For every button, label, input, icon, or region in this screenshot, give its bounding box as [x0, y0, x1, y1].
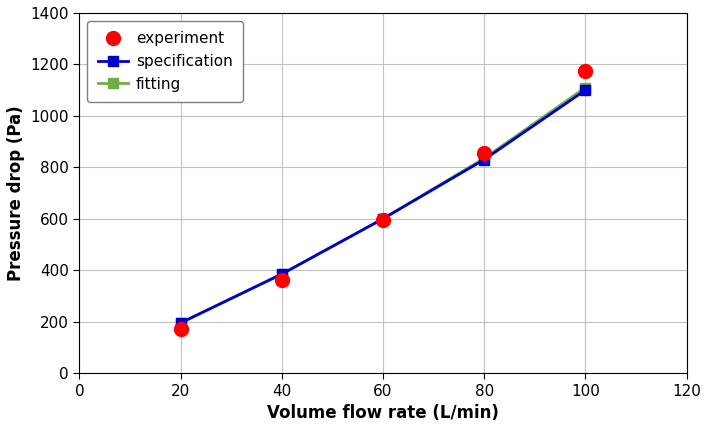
specification	[176, 320, 185, 326]
fitting	[379, 216, 387, 221]
Line: fitting: fitting	[176, 83, 590, 328]
experiment	[278, 278, 286, 283]
experiment	[379, 218, 387, 223]
specification	[480, 157, 489, 162]
Line: specification: specification	[176, 85, 590, 328]
Y-axis label: Pressure drop (Pa): Pressure drop (Pa)	[7, 105, 25, 281]
fitting	[480, 156, 489, 161]
fitting	[176, 320, 185, 326]
specification	[278, 272, 286, 277]
Line: experiment: experiment	[173, 64, 593, 336]
fitting	[278, 272, 286, 277]
specification	[379, 216, 387, 221]
Legend: experiment, specification, fitting: experiment, specification, fitting	[87, 21, 244, 102]
experiment	[176, 327, 185, 332]
specification	[581, 88, 590, 93]
X-axis label: Volume flow rate (L/min): Volume flow rate (L/min)	[267, 404, 499, 422]
fitting	[581, 85, 590, 90]
experiment	[581, 68, 590, 73]
experiment	[480, 151, 489, 156]
